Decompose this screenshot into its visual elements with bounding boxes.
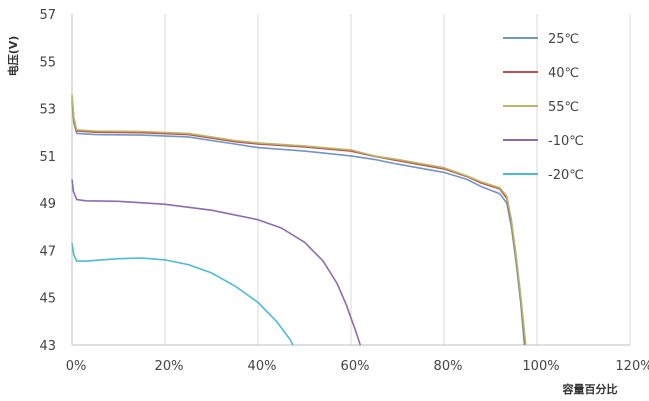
- series-lines: [71, 94, 527, 346]
- gridlines: [164, 14, 631, 345]
- x-tick-label: 120%: [615, 359, 649, 374]
- legend-label: -20℃: [548, 168, 584, 183]
- y-tick-label: 53: [39, 103, 56, 118]
- legend-label: 25℃: [548, 32, 579, 47]
- legend-label: 55℃: [548, 100, 579, 115]
- y-tick-label: 55: [39, 55, 56, 70]
- y-tick-label: 57: [39, 8, 56, 23]
- series-line: [71, 179, 362, 346]
- y-tick-label: 47: [39, 244, 56, 259]
- legend-label: 40℃: [548, 66, 579, 81]
- tick-labels: 43 45 47 49 51 53 55 57 0% 20% 40% 60% 80% 100% 120%: [39, 8, 649, 374]
- x-tick-label: 60%: [341, 359, 370, 374]
- x-tick-label: 100%: [522, 359, 559, 374]
- legend-label: -10℃: [548, 134, 584, 149]
- legend: 25℃ 40℃ 55℃ -10℃ -20℃: [503, 32, 584, 183]
- y-tick-label: 43: [39, 339, 56, 354]
- series-line: [71, 101, 526, 346]
- x-axis-title: 容量百分比: [562, 382, 618, 396]
- series-line: [71, 96, 527, 346]
- series-line: [71, 243, 294, 346]
- y-tick-label: 45: [39, 292, 56, 307]
- y-tick-label: 51: [39, 150, 56, 165]
- x-tick-label: 40%: [248, 359, 277, 374]
- y-tick-label: 49: [39, 197, 56, 212]
- series-line: [71, 94, 527, 346]
- x-tick-label: 80%: [434, 359, 463, 374]
- y-axis-title: 电压(V): [6, 36, 20, 77]
- x-tick-label: 0%: [66, 359, 87, 374]
- x-tick-label: 20%: [155, 359, 184, 374]
